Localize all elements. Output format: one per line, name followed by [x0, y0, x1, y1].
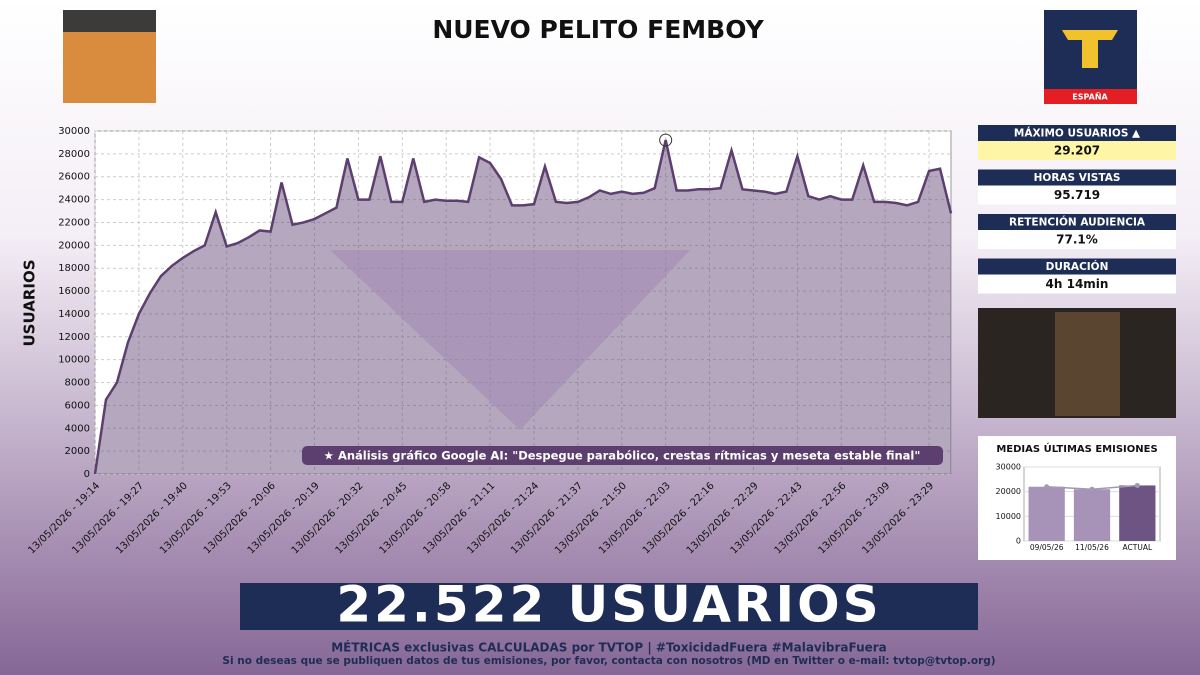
y-tick-label: 0 [1016, 537, 1021, 546]
stat-value: 95.719 [1054, 188, 1100, 202]
plot-area [94, 130, 952, 475]
y-tick-label: 14000 [58, 309, 90, 320]
y-tick-label: 6000 [65, 400, 90, 411]
annotation: ★ Análisis gráfico Google AI: "Despegue … [324, 449, 921, 463]
trend-point [1134, 482, 1140, 488]
y-tick-label: 16000 [58, 286, 90, 297]
stat-header [978, 125, 1176, 141]
y-tick-label: 4000 [65, 423, 90, 434]
stats-panel: MÁXIMO USUARIOS ▲ 29.207 HORAS VISTAS 95.71… [978, 125, 1176, 294]
banner-box [240, 583, 978, 630]
stat-label: DURACIÓN [1046, 260, 1109, 273]
stat-value: 4h 14min [1046, 277, 1109, 291]
y-tick-label: 20000 [58, 240, 90, 251]
stat-header [978, 214, 1176, 230]
x-tick-label: 11/05/26 [1075, 543, 1109, 552]
y-tick-label: 8000 [65, 378, 90, 389]
stat-value-box [978, 141, 1176, 160]
x-tick-label: 09/05/26 [1030, 543, 1064, 552]
stat-header [978, 169, 1176, 186]
y-tick-label: 12000 [58, 332, 90, 343]
avatar-headband [63, 10, 156, 32]
y-tick-label: 30000 [58, 126, 90, 137]
footer-line: MÉTRICAS exclusivas CALCULADAS por TVTOP… [331, 640, 887, 655]
y-tick-label: 0 [84, 469, 90, 480]
stat-label: HORAS VISTAS [1034, 172, 1121, 184]
annotation-box [302, 446, 943, 465]
stat-value-box [978, 230, 1176, 249]
logo-text: ESPAÑA [1072, 92, 1108, 102]
y-axis-label: USUARIOS [21, 260, 39, 347]
y-tick-label: 30000 [996, 463, 1021, 472]
stat-value-box [978, 274, 1176, 294]
peak-marker [659, 133, 673, 147]
y-tick-label: 26000 [58, 172, 90, 183]
logo-mark [1062, 30, 1118, 68]
y-tick-label: 24000 [58, 195, 90, 206]
y-tick-label: 18000 [58, 263, 90, 274]
y-tick-label: 2000 [65, 446, 90, 457]
footer-line: Si no deseas que se publiquen datos de t… [222, 655, 995, 667]
logo-band [1044, 89, 1137, 104]
stat-header [978, 258, 1176, 275]
y-tick-label: 22000 [58, 217, 90, 228]
bar [1119, 485, 1156, 541]
webcam-scene [1055, 312, 1120, 416]
trend-point [1044, 484, 1050, 490]
watermark [330, 250, 690, 430]
trend-point [1089, 486, 1095, 492]
mini-chart-title: MEDIAS ÚLTIMAS EMISIONES [996, 442, 1157, 455]
stat-value: 29.207 [1054, 144, 1100, 158]
y-tick-label: 20000 [996, 487, 1021, 496]
stat-label: MÁXIMO USUARIOS ▲ [1014, 127, 1141, 140]
area-line [93, 139, 953, 475]
y-tick-label: 28000 [58, 149, 90, 160]
stat-label: RETENCIÓN AUDIENCIA [1009, 216, 1146, 229]
page-title: NUEVO PELITO FEMBOY [432, 15, 764, 44]
stat-value: 77.1% [1056, 233, 1098, 247]
y-tick-label: 10000 [58, 355, 90, 366]
y-tick-label: 10000 [996, 512, 1021, 521]
x-tick-label: ACTUAL [1123, 543, 1153, 552]
area-fill [95, 140, 951, 474]
banner-text: 22.522 USUARIOS [336, 576, 881, 634]
bar [1028, 486, 1065, 541]
stat-value-box [978, 185, 1176, 205]
bar [1073, 489, 1111, 541]
